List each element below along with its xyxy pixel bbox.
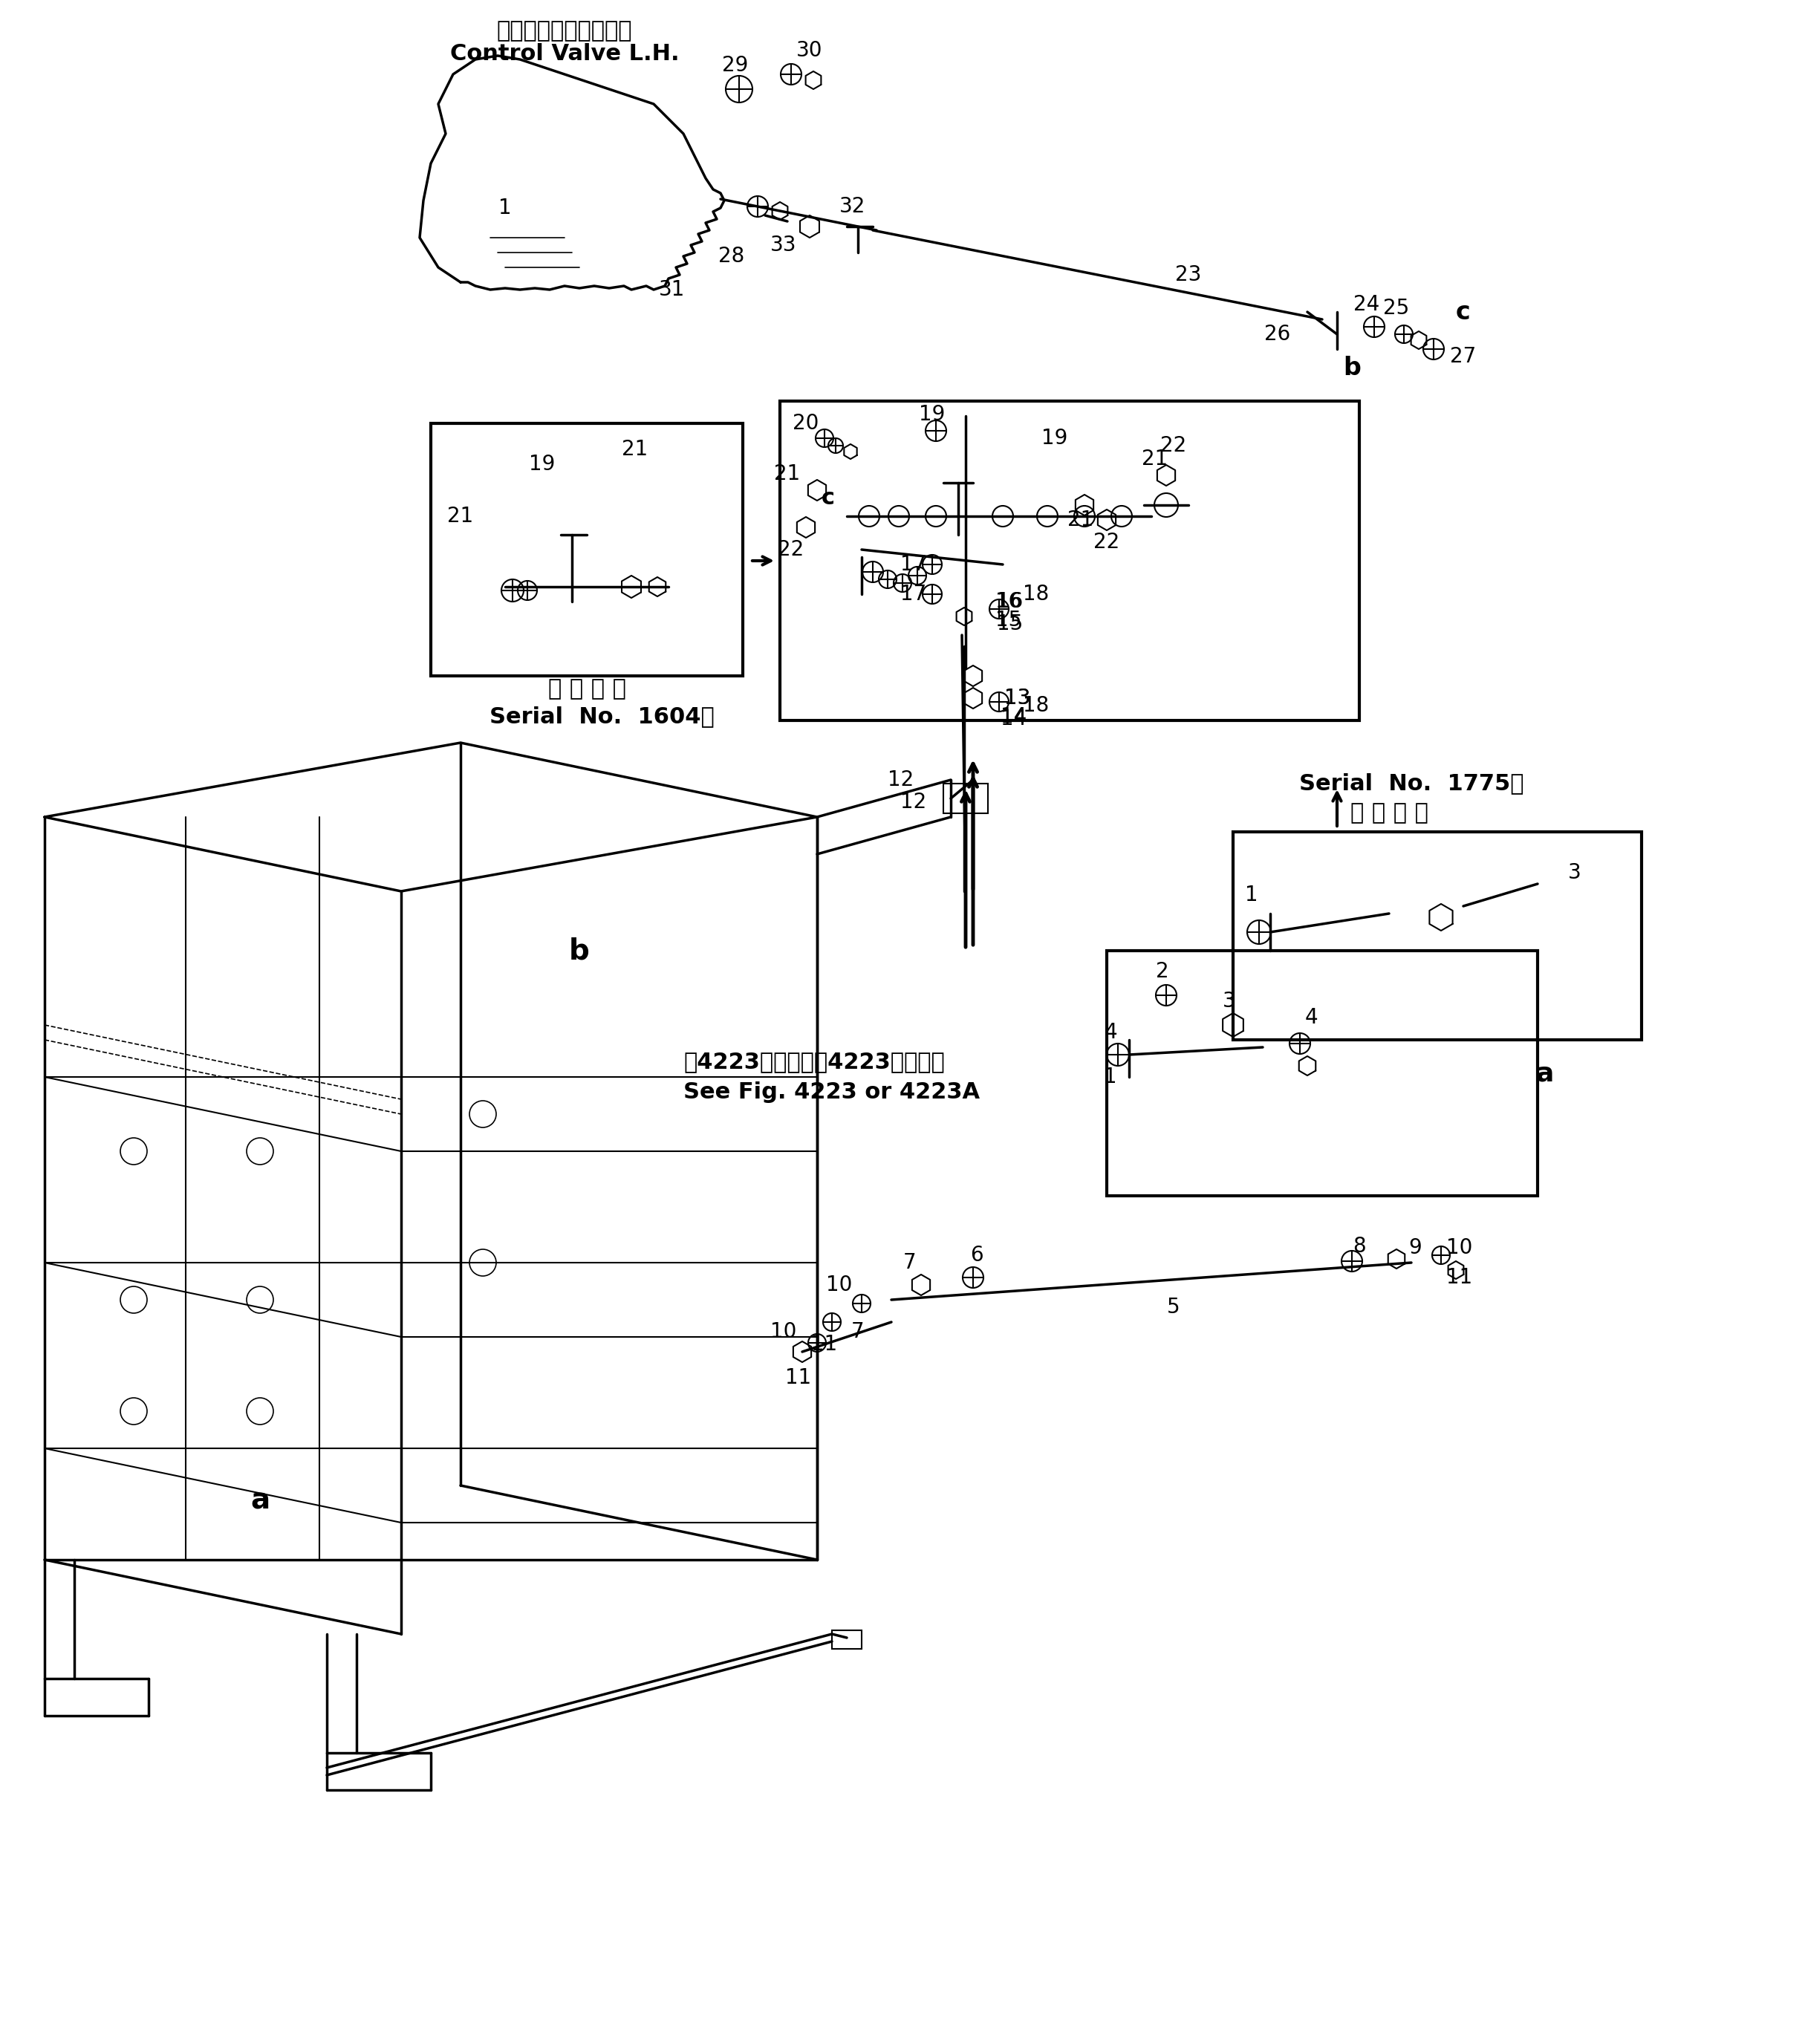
Text: See Fig. 4223 or 4223A: See Fig. 4223 or 4223A — [684, 1081, 980, 1102]
Text: b: b — [569, 936, 590, 965]
Text: b: b — [1343, 356, 1361, 380]
Text: 14: 14 — [1000, 707, 1027, 728]
Text: a: a — [251, 1486, 269, 1515]
Text: 17: 17 — [901, 585, 926, 605]
Text: 8: 8 — [1352, 1237, 1366, 1257]
Text: 14: 14 — [1000, 709, 1027, 730]
Text: 11: 11 — [812, 1335, 838, 1355]
Text: 21: 21 — [623, 439, 648, 460]
Text: 30: 30 — [796, 41, 823, 61]
Text: 19: 19 — [1041, 427, 1069, 448]
Text: Serial  No.  1775～: Serial No. 1775～ — [1300, 773, 1523, 795]
Text: 16: 16 — [996, 591, 1023, 611]
Text: 6: 6 — [971, 1245, 984, 1265]
Text: 26: 26 — [1265, 323, 1291, 345]
Text: 4: 4 — [1105, 1022, 1117, 1042]
Text: 25: 25 — [1383, 298, 1410, 319]
Bar — [1233, 832, 1641, 1040]
Text: 10: 10 — [771, 1320, 796, 1343]
Text: 4: 4 — [1305, 1008, 1318, 1028]
Text: 13: 13 — [1005, 687, 1031, 709]
Text: 15: 15 — [996, 613, 1023, 634]
Text: 13: 13 — [1005, 687, 1031, 709]
Text: 32: 32 — [839, 196, 866, 217]
Text: 10: 10 — [1446, 1237, 1473, 1259]
Text: コントロールバルブ左: コントロールバルブ左 — [496, 20, 632, 43]
Text: 1: 1 — [1245, 885, 1258, 905]
Text: 20: 20 — [792, 413, 819, 433]
Text: 22: 22 — [1094, 531, 1119, 552]
Text: 7: 7 — [852, 1320, 865, 1343]
Text: 28: 28 — [718, 245, 745, 266]
Text: 29: 29 — [722, 55, 749, 76]
Bar — [780, 401, 1359, 719]
Text: c: c — [821, 486, 836, 509]
Text: 2: 2 — [1155, 961, 1170, 981]
Text: 9: 9 — [1408, 1237, 1422, 1259]
Text: 3: 3 — [1569, 863, 1581, 883]
Text: 10: 10 — [827, 1275, 852, 1296]
Text: 33: 33 — [771, 235, 796, 256]
Text: 24: 24 — [1354, 294, 1379, 315]
Text: 17: 17 — [901, 554, 926, 574]
Text: 21: 21 — [1069, 509, 1094, 529]
Text: 15: 15 — [996, 609, 1022, 632]
Text: a: a — [1536, 1061, 1554, 1085]
Text: 適 用 号 機: 適 用 号 機 — [549, 679, 626, 699]
Text: 1: 1 — [1105, 1067, 1117, 1087]
Text: 21: 21 — [774, 464, 800, 484]
Text: 18: 18 — [1023, 585, 1049, 605]
Text: 12: 12 — [888, 769, 913, 791]
Text: 23: 23 — [1175, 264, 1202, 286]
Text: 笥4223図または笥4223Ａ図参照: 笥4223図または笥4223Ａ図参照 — [684, 1051, 944, 1073]
Text: 22: 22 — [778, 540, 805, 560]
Text: 7: 7 — [902, 1253, 917, 1273]
Text: 16: 16 — [996, 591, 1022, 611]
Text: 18: 18 — [1023, 695, 1049, 715]
Bar — [1106, 950, 1538, 1196]
Bar — [944, 783, 987, 814]
Text: 11: 11 — [1446, 1267, 1473, 1288]
Text: c: c — [1457, 300, 1471, 325]
Bar — [431, 423, 744, 677]
Text: 1: 1 — [498, 198, 511, 219]
Text: 22: 22 — [1161, 435, 1186, 456]
Text: Control Valve L.H.: Control Valve L.H. — [449, 43, 679, 63]
Text: 31: 31 — [659, 280, 686, 300]
Text: 11: 11 — [785, 1367, 812, 1388]
Text: 5: 5 — [1168, 1296, 1180, 1318]
Text: 21: 21 — [1143, 448, 1168, 470]
Bar — [832, 1631, 861, 1650]
Text: 12: 12 — [901, 791, 926, 814]
Text: Serial  No.  1604～: Serial No. 1604～ — [489, 705, 715, 728]
Text: 19: 19 — [919, 405, 946, 425]
Text: 19: 19 — [529, 454, 556, 474]
Text: 27: 27 — [1449, 345, 1476, 368]
Text: 3: 3 — [1222, 991, 1236, 1012]
Text: 21: 21 — [448, 505, 473, 527]
Text: 適 用 号 機: 適 用 号 機 — [1350, 803, 1428, 824]
